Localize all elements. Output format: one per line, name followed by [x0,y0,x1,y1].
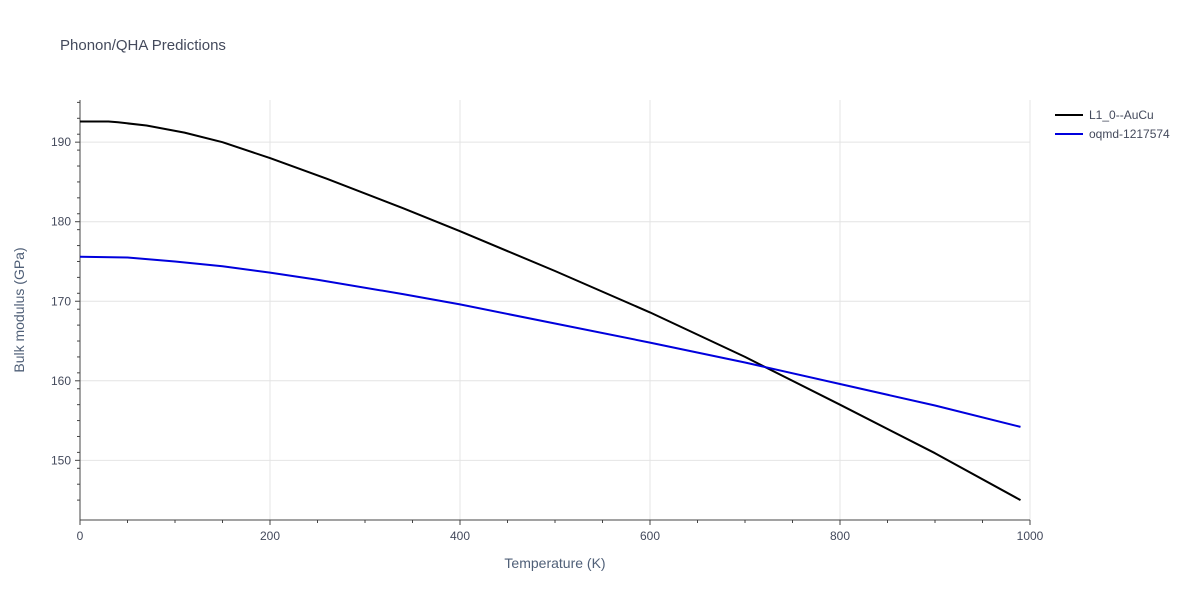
x-tick-label: 800 [830,529,850,543]
x-axis-title: Temperature (K) [504,555,605,571]
x-tick-label: 1000 [1017,529,1044,543]
y-tick-label: 170 [51,294,71,308]
y-axis-title: Bulk modulus (GPa) [11,247,27,372]
grid [80,100,1031,520]
series-line-1 [79,255,1021,428]
legend[interactable]: L1_0--AuCu oqmd-1217574 [1055,108,1170,141]
y-tick-label: 150 [51,453,71,467]
chart-title: Phonon/QHA Predictions [60,37,226,54]
x-tick-label: 400 [450,529,470,543]
x-tick-label: 200 [260,529,280,543]
y-tick-label: 180 [51,215,71,229]
x-tick-label: 0 [77,529,84,543]
x-tick-label: 600 [640,529,660,543]
legend-label-1: oqmd-1217574 [1089,127,1170,141]
series-line-0 [80,120,1021,501]
series-group [79,120,1021,501]
axes: 0 200 400 600 800 1000 150 160 170 180 190 [51,100,1044,543]
y-tick-label: 190 [51,135,71,149]
legend-label-0: L1_0--AuCu [1089,108,1154,122]
y-tick-label: 160 [51,374,71,388]
